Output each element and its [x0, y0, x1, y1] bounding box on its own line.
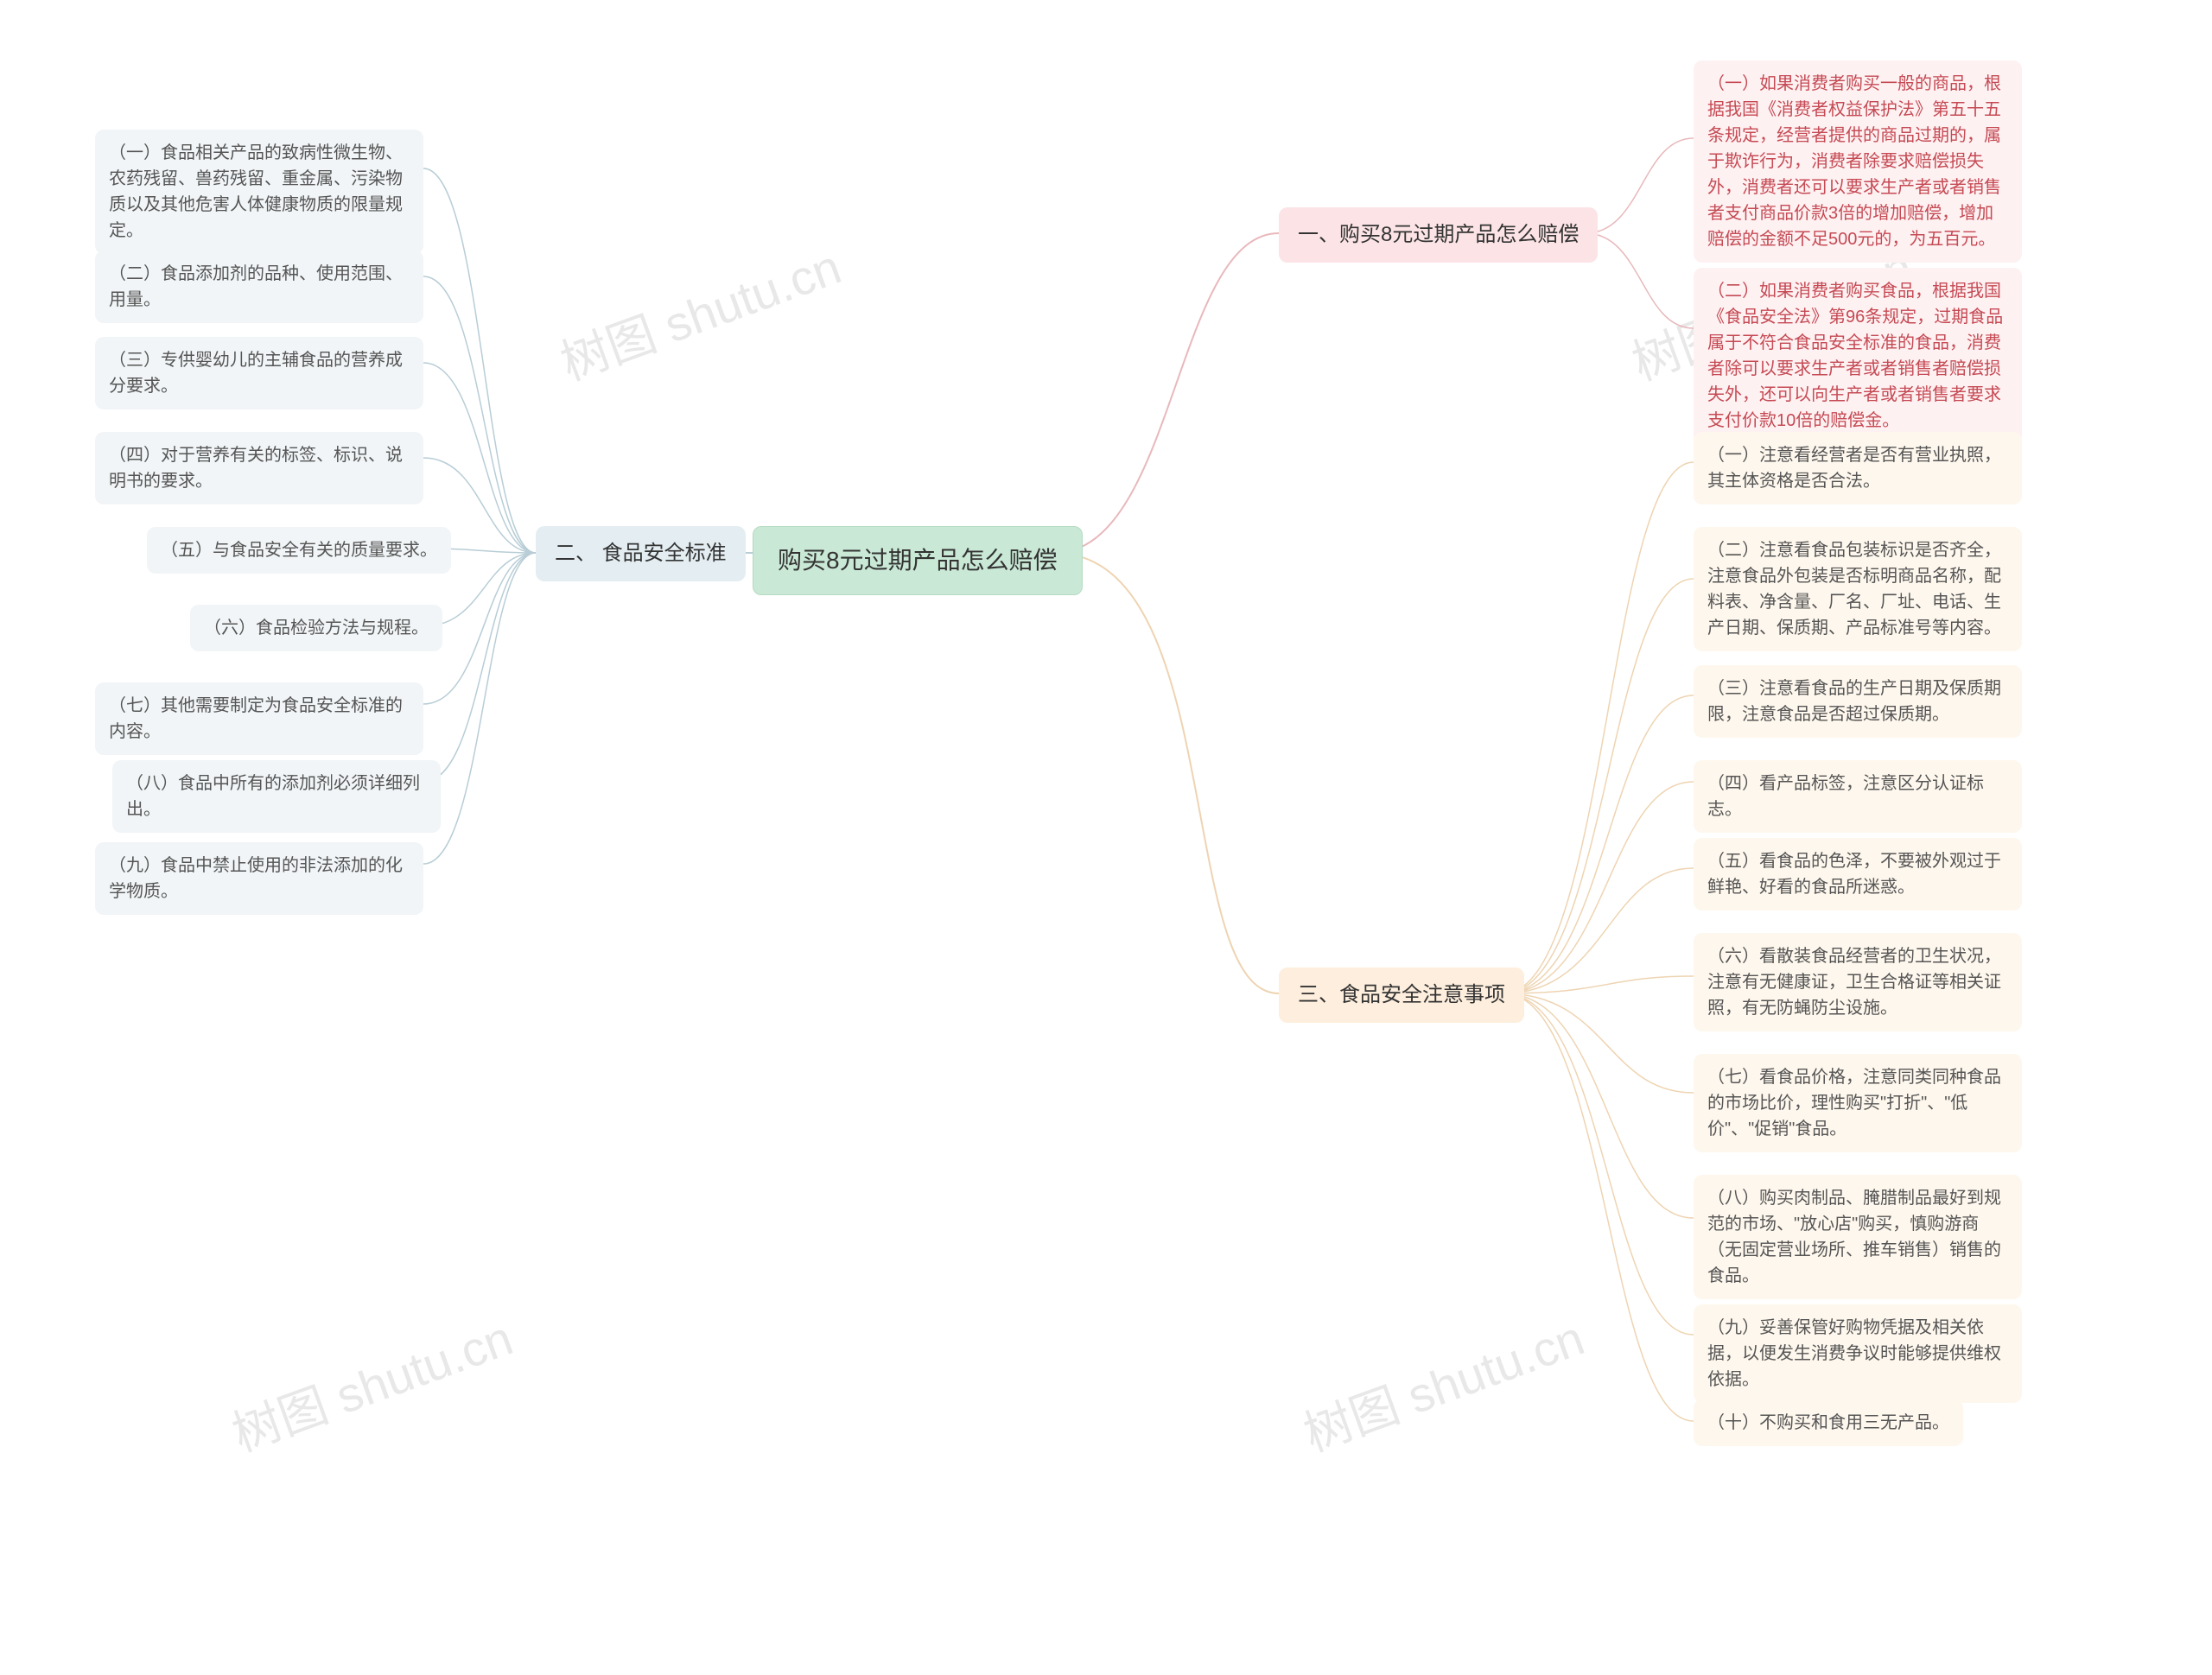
watermark: 树图 shutu.cn [1293, 1299, 1592, 1465]
leaf-b2-1[interactable]: （二）食品添加剂的品种、使用范围、用量。 [95, 251, 423, 323]
leaf-b3-6[interactable]: （七）看食品价格，注意同类同种食品的市场比价，理性购买"打折"、"低价"、"促销… [1694, 1054, 2022, 1152]
leaf-b3-0[interactable]: （一）注意看经营者是否有营业执照，其主体资格是否合法。 [1694, 432, 2022, 504]
branch-b2[interactable]: 二、 食品安全标准 [536, 526, 746, 581]
center-node[interactable]: 购买8元过期产品怎么赔偿 [753, 526, 1083, 595]
leaf-b3-7[interactable]: （八）购买肉制品、腌腊制品最好到规范的市场、"放心店"购买，慎购游商（无固定营业… [1694, 1175, 2022, 1299]
leaf-b2-5[interactable]: （六）食品检验方法与规程。 [190, 605, 442, 651]
leaf-b3-5[interactable]: （六）看散装食品经营者的卫生状况，注意有无健康证，卫生合格证等相关证照，有无防蝇… [1694, 933, 2022, 1031]
leaf-b2-6[interactable]: （七）其他需要制定为食品安全标准的内容。 [95, 682, 423, 755]
leaf-b2-0[interactable]: （一）食品相关产品的致病性微生物、农药残留、兽药残留、重金属、污染物质以及其他危… [95, 130, 423, 254]
leaf-b2-2[interactable]: （三）专供婴幼儿的主辅食品的营养成分要求。 [95, 337, 423, 409]
leaf-b3-8[interactable]: （九）妥善保管好购物凭据及相关依据，以便发生消费争议时能够提供维权依据。 [1694, 1304, 2022, 1403]
leaf-b2-4[interactable]: （五）与食品安全有关的质量要求。 [147, 527, 451, 574]
leaf-b3-9[interactable]: （十）不购买和食用三无产品。 [1694, 1399, 1963, 1446]
leaf-b3-3[interactable]: （四）看产品标签，注意区分认证标志。 [1694, 760, 2022, 833]
leaf-b1-1[interactable]: （二）如果消费者购买食品，根据我国《食品安全法》第96条规定，过期食品属于不符合… [1694, 268, 2022, 444]
branch-b1[interactable]: 一、购买8元过期产品怎么赔偿 [1279, 207, 1598, 263]
branch-b3[interactable]: 三、食品安全注意事项 [1279, 968, 1524, 1023]
leaf-b2-8[interactable]: （九）食品中禁止使用的非法添加的化学物质。 [95, 842, 423, 915]
watermark: 树图 shutu.cn [550, 228, 849, 394]
watermark: 树图 shutu.cn [221, 1299, 521, 1465]
leaf-b2-7[interactable]: （八）食品中所有的添加剂必须详细列出。 [112, 760, 441, 833]
leaf-b3-4[interactable]: （五）看食品的色泽，不要被外观过于鲜艳、好看的食品所迷惑。 [1694, 838, 2022, 910]
leaf-b1-0[interactable]: （一）如果消费者购买一般的商品，根据我国《消费者权益保护法》第五十五条规定，经营… [1694, 60, 2022, 263]
leaf-b3-1[interactable]: （二）注意看食品包装标识是否齐全，注意食品外包装是否标明商品名称，配料表、净含量… [1694, 527, 2022, 651]
leaf-b3-2[interactable]: （三）注意看食品的生产日期及保质期限，注意食品是否超过保质期。 [1694, 665, 2022, 738]
leaf-b2-3[interactable]: （四）对于营养有关的标签、标识、说明书的要求。 [95, 432, 423, 504]
